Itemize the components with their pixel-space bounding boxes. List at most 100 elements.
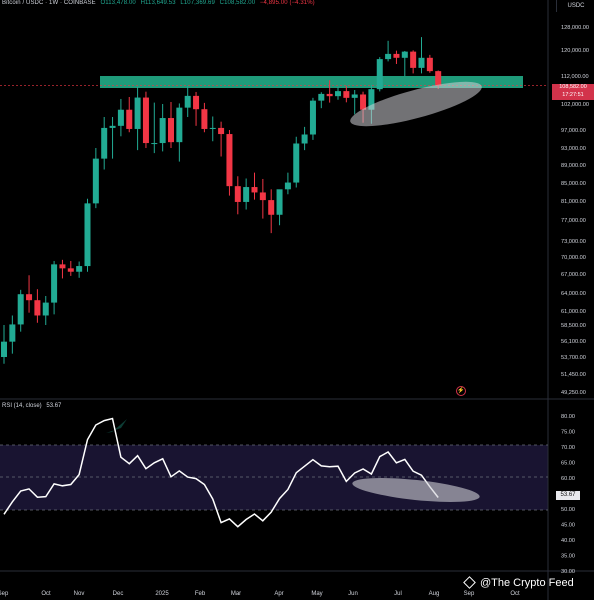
candle-body: [67, 268, 74, 272]
candle-body: [435, 71, 442, 86]
candle-body: [351, 94, 358, 98]
binance-diamond-icon: [463, 576, 476, 589]
rsi-last-value-label: 53.67: [556, 491, 580, 500]
candle-body: [1, 341, 7, 357]
time-axis-label: Oct: [510, 591, 520, 597]
candle-body: [410, 51, 417, 68]
candle-body: [51, 264, 58, 303]
candle-body: [34, 300, 41, 316]
candle-body: [76, 266, 83, 272]
price-axis-label: 67,000.00: [561, 272, 586, 278]
price-axis-label: 56,100.00: [561, 339, 586, 345]
candle-body: [393, 53, 400, 58]
candle-body: [184, 95, 191, 108]
time-axis-label: Mar: [231, 591, 241, 597]
rsi-axis-label: 75.00: [561, 430, 575, 436]
rsi-value: 53.67: [46, 403, 62, 409]
candle-body: [376, 59, 383, 90]
time-axis-label: Sep: [464, 591, 475, 597]
price-highlight-ellipse: [350, 81, 482, 127]
currency-label[interactable]: USDC: [556, 0, 594, 12]
price-axis-label: 73,000.00: [561, 239, 586, 245]
time-axis-label: 2025: [155, 591, 169, 597]
alert-icon[interactable]: ⚡: [456, 386, 466, 396]
bar-countdown: 17:27:51: [562, 91, 584, 98]
rsi-axis-label: 40.00: [561, 538, 575, 544]
rsi-axis-label: 50.00: [561, 507, 575, 513]
candle-body: [117, 109, 124, 126]
price-axis-label: 49,250.00: [561, 390, 586, 396]
symbol-header: Bitcoin / USDC · 1W · COINBASE O113,478.…: [2, 0, 318, 6]
rsi-axis-label: 30.00: [561, 569, 575, 575]
time-axis-label: Nov: [74, 591, 85, 597]
candle-body: [426, 57, 433, 72]
candle-body: [268, 200, 275, 215]
time-axis-label: Jun: [348, 591, 358, 597]
candle-body: [176, 107, 183, 143]
candle-body: [418, 57, 425, 68]
rsi-line: [3, 417, 439, 528]
rsi-axis-label: 60.00: [561, 476, 575, 482]
rsi-axis-label: 65.00: [561, 461, 575, 467]
price-axis-label: 128,000.00: [561, 25, 589, 31]
watermark-text: @The Crypto Feed: [480, 577, 574, 589]
price-axis-label: 93,000.00: [561, 146, 586, 152]
rsi-overbought-fill: [106, 419, 127, 433]
candle-body: [17, 294, 24, 325]
candle-body: [226, 134, 233, 187]
last-price-label: 108,582.00 17:27:51: [552, 84, 594, 100]
time-axis-label: Apr: [274, 591, 283, 597]
price-axis-label: 77,000.00: [561, 218, 586, 224]
time-axis-label: Dec: [113, 591, 124, 597]
time-axis-label: Jul: [394, 591, 402, 597]
candle-body: [259, 192, 266, 201]
candle-body: [109, 125, 116, 128]
candle-body: [234, 186, 241, 202]
candle-body: [92, 158, 99, 204]
price-axis-label: 58,500.00: [561, 323, 586, 329]
candle-body: [301, 134, 308, 144]
candle-body: [276, 189, 283, 215]
candle-body: [151, 143, 158, 145]
candle-body: [368, 89, 375, 110]
ohlc-change: −4,895.00 (−4.31%): [259, 0, 315, 6]
ohlc-close: C108,582.00: [219, 0, 256, 6]
watermark: @The Crypto Feed: [463, 576, 574, 589]
candle-body: [360, 94, 367, 110]
candle-body: [9, 324, 16, 342]
price-axis-label: 81,000.00: [561, 199, 586, 205]
symbol-title: Bitcoin / USDC · 1W · COINBASE: [2, 0, 96, 6]
candle-body: [84, 203, 91, 267]
candle-body: [243, 187, 250, 202]
candle-body: [201, 109, 208, 129]
candle-body: [101, 127, 108, 159]
candle-body: [159, 118, 166, 144]
rsi-axis-label: 70.00: [561, 445, 575, 451]
candle-body: [335, 91, 341, 97]
candle-body: [126, 109, 133, 129]
candle-body: [209, 127, 216, 129]
ohlc-high: H113,649.53: [140, 0, 176, 6]
last-price-value: 108,582.00: [559, 84, 587, 90]
candle-body: [385, 53, 392, 60]
candle-body: [401, 51, 408, 58]
rsi-highlight-ellipse: [352, 478, 480, 502]
time-axis-label: Sep: [0, 591, 9, 597]
price-axis-label: 102,000.00: [561, 102, 589, 108]
candle-body: [318, 93, 325, 101]
resistance-zone: [100, 76, 523, 88]
price-axis-label: 112,000.00: [561, 74, 589, 80]
price-axis-label: 89,000.00: [561, 163, 586, 169]
candle-body: [142, 97, 149, 144]
candle-body: [59, 264, 66, 269]
candle-body: [218, 127, 225, 135]
candle-body: [42, 302, 49, 316]
time-axis-label: Oct: [41, 591, 51, 597]
candle-body: [26, 294, 33, 301]
candle-body: [309, 100, 316, 135]
time-axis-label: Aug: [429, 591, 440, 597]
price-axis-label: 120,000.00: [561, 48, 589, 54]
price-axis-label: 97,000.00: [561, 128, 586, 134]
